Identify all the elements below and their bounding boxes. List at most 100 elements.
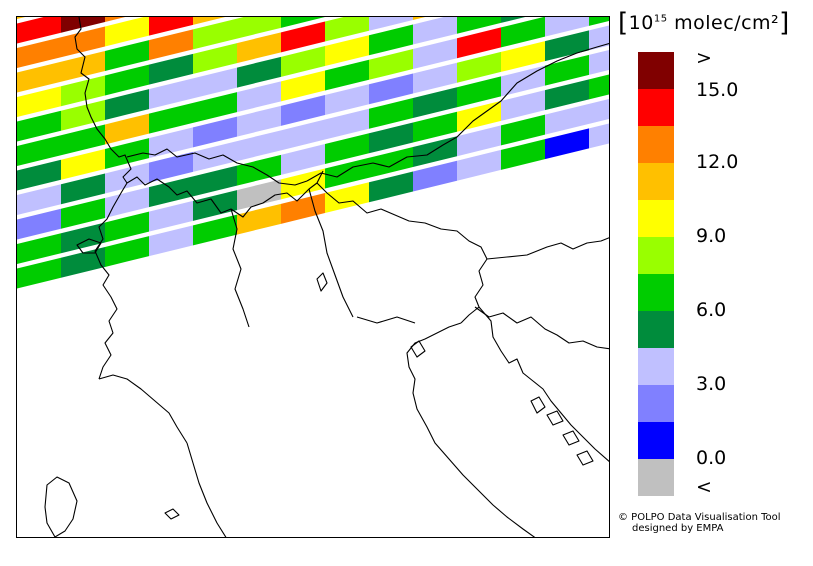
swath-pixel bbox=[413, 160, 457, 192]
swath-pixel bbox=[501, 17, 526, 23]
swath-pixel bbox=[237, 32, 281, 64]
legend-swatch bbox=[638, 52, 674, 89]
swath-pixel bbox=[193, 116, 237, 148]
swath-pixel bbox=[61, 17, 105, 33]
swath-pixel bbox=[149, 17, 193, 36]
swath-pixel bbox=[281, 144, 325, 175]
legend-tick-6: 6.0 bbox=[696, 299, 727, 321]
legend-tick-12: 12.0 bbox=[696, 151, 739, 173]
swath-pixel bbox=[61, 99, 105, 131]
border-italy-slovenia bbox=[460, 258, 488, 324]
legend-colorbar bbox=[638, 52, 674, 496]
swath-pixel bbox=[281, 46, 325, 77]
country-borders bbox=[44, 17, 609, 537]
swath-pixel bbox=[325, 133, 369, 165]
swath-pixel bbox=[281, 95, 325, 126]
swath-pixel bbox=[17, 257, 61, 289]
swath-pixel bbox=[149, 225, 193, 257]
swath-pixel bbox=[193, 92, 237, 123]
satellite-swaths bbox=[17, 17, 609, 289]
swath-pixel bbox=[457, 27, 501, 59]
swath-pixel bbox=[237, 56, 281, 88]
credit-text: © POLPO Data Visualisation Tool designed… bbox=[618, 512, 781, 534]
swath-pixel bbox=[589, 74, 609, 100]
region-internal-borders bbox=[230, 188, 416, 328]
swath-pixel bbox=[413, 87, 457, 118]
swath-pixel bbox=[413, 38, 457, 69]
swath-pixel bbox=[413, 17, 457, 45]
swath-pixel bbox=[457, 76, 501, 108]
swath-pixel bbox=[61, 246, 105, 278]
swath-pixel bbox=[457, 125, 501, 157]
legend-swatch bbox=[638, 348, 674, 385]
swath-pixel bbox=[193, 43, 237, 74]
venice-lagoon bbox=[410, 340, 426, 358]
swath-pixel bbox=[105, 89, 149, 120]
swath-pixel bbox=[369, 17, 413, 31]
swath-pixel bbox=[545, 30, 589, 62]
swath-pixel bbox=[61, 173, 105, 205]
legend-tick-3: 3.0 bbox=[696, 373, 727, 395]
legend-swatch bbox=[638, 200, 674, 237]
border-france-italy bbox=[94, 182, 128, 380]
swath-pixel bbox=[105, 113, 149, 145]
swath-pixel bbox=[193, 18, 237, 50]
swath-pixel bbox=[237, 105, 281, 137]
border-swiss-north bbox=[126, 148, 308, 186]
swath-pixel bbox=[325, 108, 369, 140]
swath-pixel bbox=[149, 176, 193, 208]
swath-pixel bbox=[589, 123, 609, 149]
swath-pixel bbox=[281, 17, 325, 28]
swath-pixel bbox=[501, 114, 545, 146]
swath-pixel bbox=[545, 54, 589, 86]
swath-pixel bbox=[105, 40, 149, 71]
swath-pixel bbox=[17, 110, 61, 142]
border-austria-germany bbox=[306, 42, 609, 182]
unit-base: 10 bbox=[628, 12, 654, 34]
legend-tick-0: 0.0 bbox=[696, 447, 727, 469]
legend-swatch bbox=[638, 422, 674, 459]
swath-pixel bbox=[369, 97, 413, 129]
swath-pixel bbox=[149, 53, 193, 85]
credit-line-1: © POLPO Data Visualisation Tool bbox=[618, 512, 781, 523]
swath-pixel bbox=[281, 70, 325, 102]
map-area bbox=[16, 16, 610, 538]
swath-pixel bbox=[545, 17, 589, 37]
swath-pixel bbox=[105, 64, 149, 96]
legend-swatch bbox=[638, 126, 674, 163]
swath-pixel bbox=[193, 141, 237, 172]
swath-pixel bbox=[589, 49, 609, 75]
swath-pixel bbox=[281, 168, 325, 200]
legend-swatch bbox=[638, 459, 674, 496]
swath-pixel bbox=[501, 90, 545, 121]
swath-pixel bbox=[61, 26, 105, 58]
border-slovenia-croatia bbox=[474, 306, 609, 350]
legend-swatch bbox=[638, 274, 674, 311]
swath-pixel bbox=[193, 165, 237, 197]
swath-pixel bbox=[17, 61, 61, 93]
swath-pixel bbox=[193, 17, 226, 25]
swath-pixel bbox=[501, 17, 545, 48]
swath-pixel bbox=[61, 124, 105, 156]
swath-pixel bbox=[61, 148, 105, 180]
swath-pixel bbox=[325, 84, 369, 116]
swath-pixel bbox=[149, 200, 193, 232]
credit-line-2: designed by EMPA bbox=[632, 523, 724, 534]
swath-pixel bbox=[61, 222, 105, 254]
swath-pixel bbox=[17, 208, 61, 240]
swath-pixel bbox=[457, 17, 501, 34]
coast-ligurian bbox=[98, 374, 188, 444]
swath-pixel bbox=[237, 179, 281, 211]
swath-pixel bbox=[281, 21, 325, 53]
lake-garda bbox=[316, 272, 328, 292]
swath-pixel bbox=[589, 98, 609, 124]
swath-pixel bbox=[589, 17, 609, 26]
swath-pixel bbox=[149, 78, 193, 110]
legend-swatch bbox=[638, 89, 674, 126]
swath-pixel bbox=[413, 111, 457, 143]
legend-swatch bbox=[638, 163, 674, 200]
swath-pixel bbox=[149, 29, 193, 61]
swath-pixel bbox=[237, 203, 281, 235]
swath-pixel bbox=[17, 159, 61, 191]
swath-pixel bbox=[105, 17, 126, 22]
